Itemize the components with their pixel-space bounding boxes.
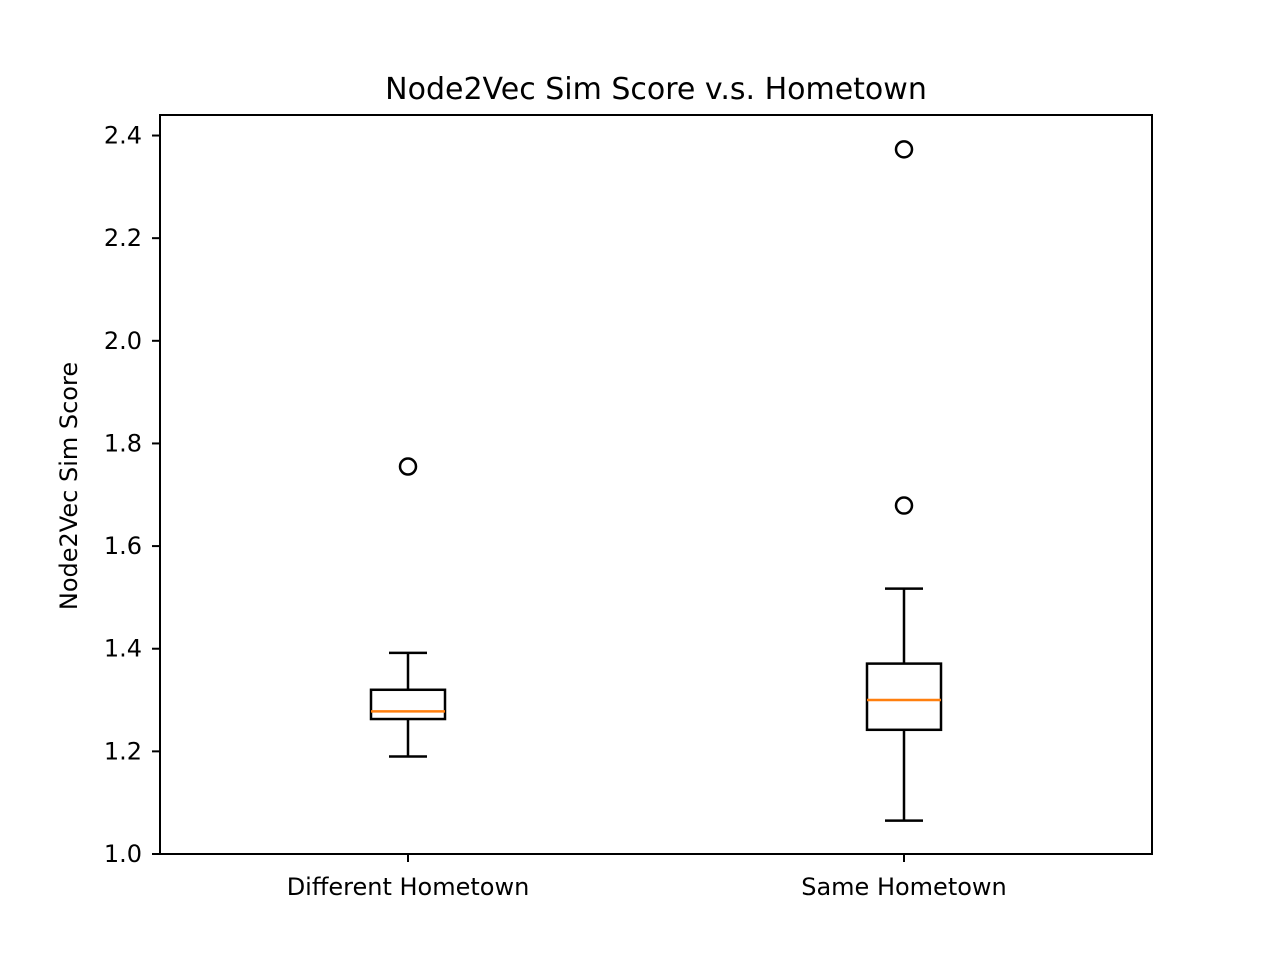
outlier-1-0 — [894, 496, 914, 515]
y-tick-label-0: 1.0 — [104, 840, 142, 868]
y-axis-label: Node2Vec Sim Score — [55, 362, 83, 610]
y-tick-label-6: 2.2 — [104, 224, 142, 252]
iqr-box-1 — [865, 662, 943, 732]
x-tick-label-0: Different Hometown — [287, 873, 530, 901]
chart-title: Node2Vec Sim Score v.s. Hometown — [385, 72, 927, 107]
box-group-1 — [865, 140, 943, 822]
y-tick-label-2: 1.4 — [104, 635, 142, 663]
plot-frame — [159, 114, 1153, 855]
x-tick-label-1: Same Hometown — [801, 873, 1007, 901]
iqr-box-0 — [369, 688, 447, 721]
y-tick-label-1: 1.2 — [104, 737, 142, 765]
box-group-0 — [369, 457, 447, 758]
y-tick-label-7: 2.4 — [104, 122, 142, 150]
outlier-1-1 — [894, 140, 914, 159]
y-tick-label-5: 2.0 — [104, 327, 142, 355]
outlier-0-0 — [398, 457, 418, 476]
y-tick-label-4: 1.8 — [104, 429, 142, 457]
y-tick-label-3: 1.6 — [104, 532, 142, 560]
plot-area — [369, 140, 943, 822]
